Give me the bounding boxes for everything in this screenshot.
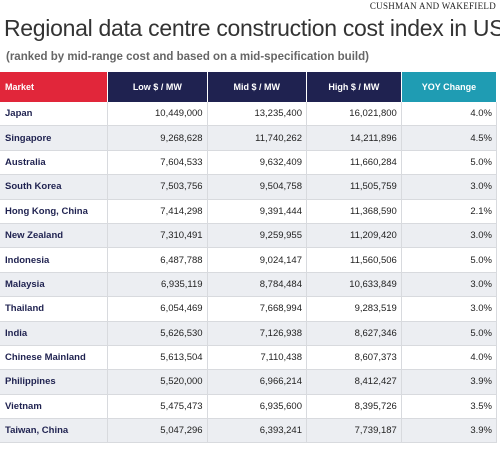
value-cell: 8,412,427 bbox=[306, 369, 402, 395]
column-header: Mid $ / MW bbox=[207, 72, 308, 102]
value-cell: 6,487,788 bbox=[107, 247, 208, 273]
value-cell: 5,626,530 bbox=[107, 321, 208, 346]
value-cell: 6,966,214 bbox=[207, 369, 308, 395]
value-cell: 9,504,758 bbox=[207, 174, 308, 200]
value-cell: 10,633,849 bbox=[306, 272, 402, 298]
value-cell: 9,391,444 bbox=[207, 199, 308, 224]
value-cell: 8,395,726 bbox=[306, 394, 402, 420]
value-cell: 8,607,373 bbox=[306, 345, 402, 371]
value-cell: 7,310,491 bbox=[107, 223, 208, 249]
value-cell: 5,520,000 bbox=[107, 369, 208, 395]
market-cell: Indonesia bbox=[0, 247, 109, 273]
source: CUSHMAN AND WAKEFIELD bbox=[369, 1, 496, 11]
value-cell: 4.5% bbox=[401, 125, 498, 151]
value-cell: 10,449,000 bbox=[107, 102, 208, 127]
column-header: Low $ / MW bbox=[107, 72, 208, 102]
table-body: Japan 10,449,000 13,235,400 16,021,800 4.0% S… bbox=[0, 102, 498, 444]
value-cell: 9,024,147 bbox=[207, 247, 308, 273]
value-cell: 3.0% bbox=[401, 174, 498, 200]
market-cell: Taiwan, China bbox=[0, 418, 109, 444]
value-cell: 16,021,800 bbox=[306, 102, 402, 127]
value-cell: 11,740,262 bbox=[207, 125, 308, 151]
value-cell: 8,784,484 bbox=[207, 272, 308, 298]
title: Regional data centre construction cost i… bbox=[4, 15, 500, 41]
value-cell: 6,393,241 bbox=[207, 418, 308, 444]
table-row: India 5,626,530 7,126,938 8,627,346 5.0% bbox=[0, 321, 498, 346]
value-cell: 9,283,519 bbox=[306, 296, 402, 322]
value-cell: 7,668,994 bbox=[207, 296, 308, 322]
value-cell: 11,660,284 bbox=[306, 150, 402, 176]
value-cell: 7,126,938 bbox=[207, 321, 308, 346]
value-cell: 4.0% bbox=[401, 102, 498, 127]
value-cell: 3.0% bbox=[401, 272, 498, 298]
table-row: South Korea 7,503,756 9,504,758 11,505,759 3… bbox=[0, 174, 498, 200]
value-cell: 7,110,438 bbox=[207, 345, 308, 371]
value-cell: 3.9% bbox=[401, 418, 498, 444]
market-cell: South Korea bbox=[0, 174, 109, 200]
value-cell: 11,505,759 bbox=[306, 174, 402, 200]
table-row: Australia 7,604,533 9,632,409 11,660,284 5.0… bbox=[0, 150, 498, 176]
market-cell: Australia bbox=[0, 150, 109, 176]
value-cell: 3.0% bbox=[401, 296, 498, 322]
subtitle: (ranked by mid-range cost and based on a… bbox=[6, 51, 369, 63]
table-row: Thailand 6,054,469 7,668,994 9,283,519 3.0% bbox=[0, 296, 498, 322]
market-cell: Thailand bbox=[0, 296, 109, 322]
value-cell: 7,604,533 bbox=[107, 150, 208, 176]
market-cell: Vietnam bbox=[0, 394, 109, 420]
value-cell: 4.0% bbox=[401, 345, 498, 371]
column-header: Market bbox=[0, 72, 109, 102]
value-cell: 14,211,896 bbox=[306, 125, 402, 151]
table-row: Singapore 9,268,628 11,740,262 14,211,896 4.… bbox=[0, 125, 498, 151]
value-cell: 2.1% bbox=[401, 199, 498, 224]
table-row: Japan 10,449,000 13,235,400 16,021,800 4.0% bbox=[0, 102, 498, 127]
value-cell: 6,935,600 bbox=[207, 394, 308, 420]
value-cell: 9,268,628 bbox=[107, 125, 208, 151]
value-cell: 6,935,119 bbox=[107, 272, 208, 298]
value-cell: 3.5% bbox=[401, 394, 498, 420]
value-cell: 5,475,473 bbox=[107, 394, 208, 420]
value-cell: 5.0% bbox=[401, 150, 498, 176]
table-row: Vietnam 5,475,473 6,935,600 8,395,726 3.5% bbox=[0, 394, 498, 420]
value-cell: 11,209,420 bbox=[306, 223, 402, 249]
market-cell: Japan bbox=[0, 102, 109, 127]
value-cell: 6,054,469 bbox=[107, 296, 208, 322]
value-cell: 7,739,187 bbox=[306, 418, 402, 444]
value-cell: 13,235,400 bbox=[207, 102, 308, 127]
value-cell: 3.9% bbox=[401, 369, 498, 395]
table-row: Taiwan, China 5,047,296 6,393,241 7,739,187… bbox=[0, 418, 498, 444]
market-cell: Philippines bbox=[0, 369, 109, 395]
market-cell: New Zealand bbox=[0, 223, 109, 249]
table-row: Chinese Mainland 5,613,504 7,110,438 8,607,… bbox=[0, 345, 498, 371]
table-row: New Zealand 7,310,491 9,259,955 11,209,420 3… bbox=[0, 223, 498, 249]
column-header: YOY Change bbox=[401, 72, 498, 102]
table-row: Philippines 5,520,000 6,966,214 8,412,427 3.… bbox=[0, 369, 498, 395]
value-cell: 11,560,506 bbox=[306, 247, 402, 273]
market-cell: India bbox=[0, 321, 109, 346]
market-cell: Singapore bbox=[0, 125, 109, 151]
cost-table: Market Low $ / MW Mid $ / MW High $ / MW YOY… bbox=[0, 72, 498, 444]
value-cell: 9,632,409 bbox=[207, 150, 308, 176]
value-cell: 5.0% bbox=[401, 321, 498, 346]
market-cell: Hong Kong, China bbox=[0, 199, 109, 224]
table-row: Malaysia 6,935,119 8,784,484 10,633,849 3.0% bbox=[0, 272, 498, 298]
value-cell: 3.0% bbox=[401, 223, 498, 249]
table-row: Hong Kong, China 7,414,298 9,391,444 11,368… bbox=[0, 199, 498, 224]
market-cell: Chinese Mainland bbox=[0, 345, 109, 371]
value-cell: 8,627,346 bbox=[306, 321, 402, 346]
value-cell: 5.0% bbox=[401, 247, 498, 273]
table-row: Indonesia 6,487,788 9,024,147 11,560,506 5.0… bbox=[0, 247, 498, 273]
value-cell: 7,503,756 bbox=[107, 174, 208, 200]
value-cell: 5,047,296 bbox=[107, 418, 208, 444]
value-cell: 9,259,955 bbox=[207, 223, 308, 249]
value-cell: 11,368,590 bbox=[306, 199, 402, 224]
market-cell: Malaysia bbox=[0, 272, 109, 298]
value-cell: 7,414,298 bbox=[107, 199, 208, 224]
header-row: Market Low $ / MW Mid $ / MW High $ / MW YOY… bbox=[0, 72, 498, 102]
column-header: High $ / MW bbox=[306, 72, 402, 102]
value-cell: 5,613,504 bbox=[107, 345, 208, 371]
